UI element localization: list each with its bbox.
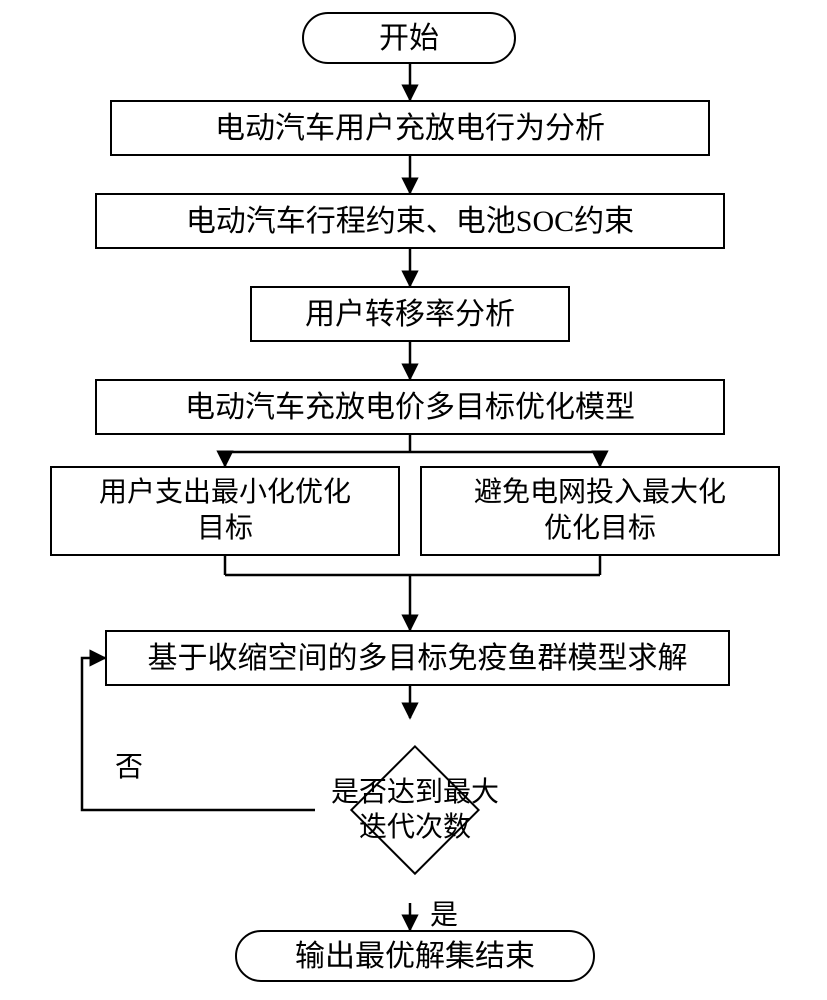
edge-label-yes: 是 bbox=[430, 893, 458, 933]
flowchart-canvas: 开始 电动汽车用户充放电行为分析 电动汽车行程约束、电池SOC约束 用户转移率分… bbox=[0, 0, 827, 1000]
step1-label: 电动汽车用户充放电行为分析 bbox=[215, 109, 605, 148]
obj1-label: 用户支出最小化优化目标 bbox=[99, 475, 351, 548]
step-transfer-rate: 用户转移率分析 bbox=[250, 286, 570, 342]
start-label: 开始 bbox=[379, 19, 439, 58]
edge-label-no: 否 bbox=[115, 745, 143, 785]
solve-label: 基于收缩空间的多目标免疫鱼群模型求解 bbox=[148, 639, 688, 678]
objective-grid-investment: 避免电网投入最大化优化目标 bbox=[420, 466, 780, 556]
step2-label: 电动汽车行程约束、电池SOC约束 bbox=[186, 202, 634, 241]
step-behavior-analysis: 电动汽车用户充放电行为分析 bbox=[110, 100, 710, 156]
start-node: 开始 bbox=[302, 12, 516, 64]
step3-label: 用户转移率分析 bbox=[305, 295, 515, 334]
step-constraints: 电动汽车行程约束、电池SOC约束 bbox=[95, 193, 725, 249]
decision-label: 是否达到最大迭代次数 bbox=[320, 715, 510, 905]
obj2-label: 避免电网投入最大化优化目标 bbox=[474, 475, 726, 548]
end-node: 输出最优解集结束 bbox=[235, 930, 595, 982]
decision-max-iter: 是否达到最大迭代次数 bbox=[350, 745, 480, 875]
step4-label: 电动汽车充放电价多目标优化模型 bbox=[185, 388, 635, 427]
objective-user-cost: 用户支出最小化优化目标 bbox=[50, 466, 400, 556]
step-multiobjective-model: 电动汽车充放电价多目标优化模型 bbox=[95, 379, 725, 435]
end-label: 输出最优解集结束 bbox=[295, 937, 535, 976]
step-solve-fish-swarm: 基于收缩空间的多目标免疫鱼群模型求解 bbox=[105, 630, 730, 686]
